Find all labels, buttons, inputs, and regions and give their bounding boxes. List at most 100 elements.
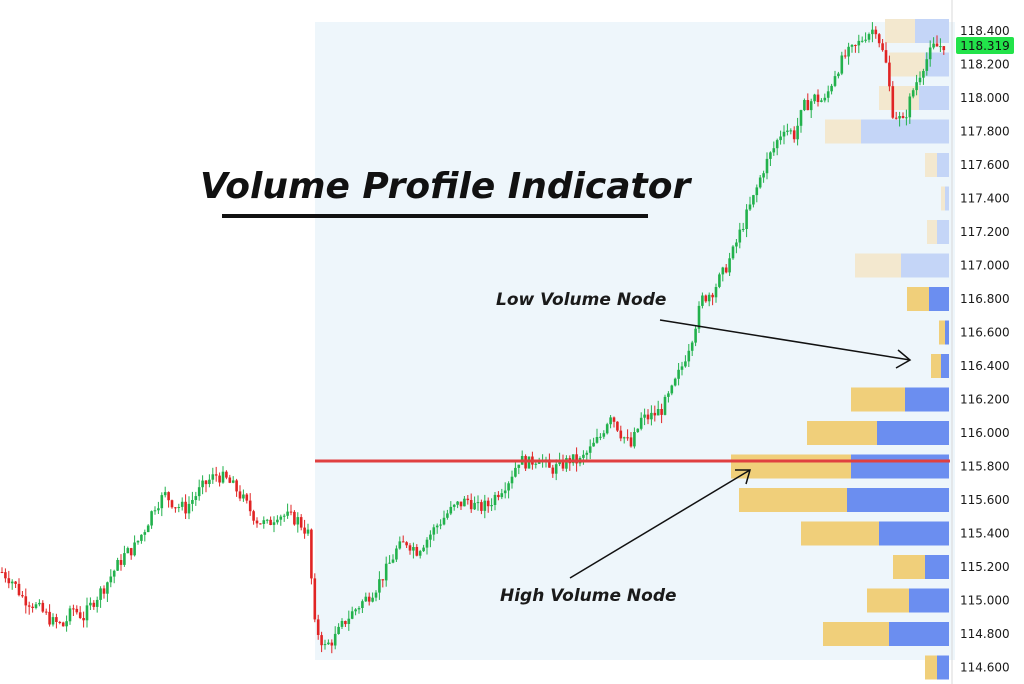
- candle-body: [374, 592, 378, 598]
- candle-body: [191, 500, 194, 504]
- candle-body: [745, 209, 748, 229]
- candle-body: [456, 501, 459, 505]
- candle-body: [269, 519, 272, 525]
- candle-body: [490, 505, 493, 507]
- price-tick-label: 117.400: [960, 192, 1010, 206]
- candle-body: [633, 432, 636, 447]
- candle-body: [357, 608, 361, 610]
- candle-body: [174, 507, 177, 509]
- candle-body: [571, 454, 575, 464]
- profile-bar-sell: [879, 521, 949, 546]
- high-volume-node-arrow: [569, 469, 751, 579]
- candle-body: [286, 511, 289, 516]
- candle-body: [724, 267, 728, 273]
- price-tick-label: 116.200: [960, 393, 1010, 407]
- candle-body: [694, 328, 697, 343]
- candle-body: [208, 479, 211, 484]
- candle-body: [225, 471, 228, 478]
- candle-body: [622, 437, 626, 439]
- candle-body: [55, 617, 58, 622]
- price-tick-label: 118.400: [960, 24, 1010, 38]
- profile-bar-buy: [867, 588, 909, 613]
- candle-body: [806, 100, 810, 111]
- candle-body: [466, 498, 470, 501]
- price-tick-label: 115.800: [960, 460, 1010, 474]
- candle-body: [242, 494, 245, 499]
- candle-body: [697, 305, 701, 329]
- candle-body: [119, 560, 123, 565]
- candle-body: [738, 229, 742, 243]
- candle-body: [112, 570, 116, 577]
- candle-body: [667, 393, 670, 397]
- profile-bar-buy: [939, 320, 945, 345]
- candle-body: [320, 635, 323, 646]
- candle-body: [245, 494, 249, 501]
- candle-body: [469, 500, 473, 510]
- candle-body: [381, 579, 385, 581]
- price-tick-label: 114.800: [960, 627, 1010, 641]
- candle-body: [765, 158, 769, 174]
- candle-body: [636, 428, 640, 432]
- candle-body: [180, 501, 184, 507]
- candle-body: [619, 430, 623, 439]
- price-tick-label: 115.600: [960, 493, 1010, 507]
- candle-body: [605, 424, 609, 434]
- price-axis: 118.400 118.200 118.000 117.800 117.600 117.4…: [960, 24, 1010, 675]
- candle-body: [612, 417, 616, 422]
- candle-body: [833, 76, 837, 86]
- candle-body: [731, 246, 735, 259]
- candle-body: [412, 547, 415, 551]
- candle-body: [140, 534, 143, 541]
- high-volume-node-arrowhead: [735, 469, 751, 485]
- candle-body: [276, 519, 279, 523]
- candle-body: [418, 551, 422, 556]
- candle-body: [514, 467, 517, 477]
- candle-body: [588, 446, 592, 453]
- candle-body: [92, 602, 96, 607]
- candle-body: [123, 553, 126, 565]
- candle-body: [905, 117, 908, 119]
- price-tick-label: 115.200: [960, 560, 1010, 574]
- candle-body: [432, 527, 436, 535]
- profile-bar-sell: [937, 220, 949, 244]
- profile-bar-buy: [925, 655, 937, 680]
- candle-body: [384, 563, 388, 581]
- candle-body: [306, 529, 310, 534]
- candle-body: [44, 611, 48, 613]
- candle-body: [639, 417, 643, 429]
- candle-body: [109, 576, 113, 583]
- candle-body: [656, 409, 660, 416]
- price-tick-label: 116.600: [960, 326, 1010, 340]
- candle-body: [500, 493, 504, 498]
- candle-body: [483, 500, 487, 511]
- candle-body: [354, 609, 357, 612]
- candle-body: [41, 602, 45, 612]
- candle-body: [867, 34, 871, 40]
- candle-body: [235, 480, 238, 492]
- candle-body: [293, 511, 296, 525]
- profile-bar-buy: [907, 287, 929, 311]
- candle-body: [894, 117, 898, 119]
- candle-body: [0, 572, 4, 573]
- candle-body: [463, 498, 466, 507]
- candle-body: [446, 513, 449, 518]
- candle-body: [439, 524, 442, 526]
- profile-bar-buy: [855, 253, 901, 278]
- candle-body: [442, 517, 446, 525]
- low-volume-node-label: Low Volume Node: [496, 290, 666, 310]
- candle-body: [221, 471, 225, 483]
- candle-body: [650, 412, 653, 420]
- candle-body: [510, 476, 514, 484]
- profile-bar-buy: [941, 186, 945, 211]
- volume-profile-histogram: [731, 19, 949, 680]
- profile-bar-sell: [909, 588, 949, 613]
- candle-body: [367, 596, 371, 602]
- candle-body: [779, 136, 782, 141]
- candle-body: [252, 511, 255, 521]
- candle-body: [769, 152, 772, 159]
- candle-body: [789, 130, 793, 132]
- candle-body: [279, 516, 283, 520]
- price-tick-label: 114.600: [960, 661, 1010, 675]
- profile-bar-sell: [915, 19, 949, 43]
- candle-body: [388, 562, 391, 564]
